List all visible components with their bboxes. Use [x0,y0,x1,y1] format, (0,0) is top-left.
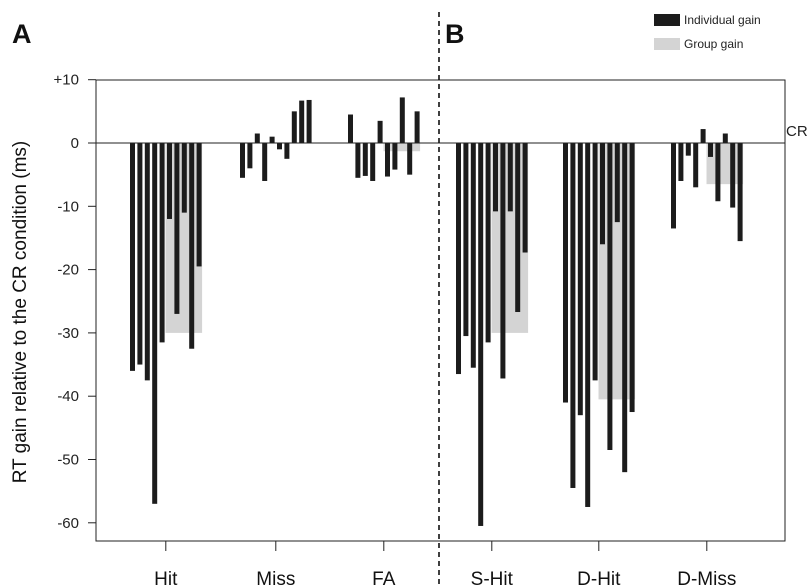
x-tick-label: S-Hit [471,569,514,587]
individual-bar [196,143,202,267]
individual-bar [478,143,484,526]
individual-bar [577,143,583,416]
individual-gain-layer [130,97,743,526]
individual-bar [291,111,297,143]
individual-bar [500,143,506,379]
individual-bar [507,143,513,212]
y-tick-label: -10 [57,198,79,215]
individual-bar [722,133,728,143]
individual-bar [355,143,361,178]
y-tick-label: -20 [57,262,79,279]
individual-bar [414,111,420,143]
individual-bar [522,143,528,253]
individual-bar [614,143,620,223]
individual-bar [708,143,713,157]
individual-bar [693,143,699,188]
individual-bar [277,143,282,150]
individual-bar [456,143,461,375]
plot-frame [95,79,786,542]
individual-bar [585,143,591,507]
individual-bar [306,99,312,143]
individual-bar [130,143,135,371]
reference-line-label: CR [786,123,808,140]
individual-bar [463,143,469,337]
individual-bar [240,143,245,178]
legend: Individual gain Group gain [654,13,761,51]
legend-swatch-individual [654,14,680,26]
y-axis-label: RT gain relative to the CR condition (ms… [10,141,31,484]
x-axis: Hit Miss FA S-Hit D-Hit D-Miss [154,541,736,587]
y-axis: +10 0 -10 -20 -30 -40 -50 -60 [54,72,96,532]
x-tick-label: FA [372,569,396,587]
group-bar-fa [383,143,421,152]
individual-bar [678,143,684,181]
x-tick-label: D-Hit [577,569,621,587]
individual-bar [671,143,676,229]
individual-bar [485,143,491,343]
individual-bar [262,143,268,181]
legend-swatch-group [654,38,680,50]
individual-bar [174,143,180,314]
x-tick-label: Miss [256,569,295,587]
individual-bar [144,143,150,381]
individual-bar [622,143,628,473]
individual-bar [254,133,260,143]
individual-bar [515,143,521,313]
individual-bar [563,143,568,403]
individual-bar [247,143,253,169]
individual-bar [370,143,376,181]
individual-bar [685,143,691,156]
individual-bar [362,143,368,176]
y-tick-label: 0 [71,135,79,152]
legend-label-group: Group gain [684,37,743,51]
individual-bar [167,143,172,219]
individual-bar [377,120,383,143]
individual-bar [137,143,143,365]
individual-bar [348,114,353,143]
individual-bar [399,97,405,143]
individual-bar [189,143,195,349]
individual-bar [385,143,390,177]
individual-bar [715,143,721,202]
y-tick-label: +10 [54,72,79,89]
individual-bar [407,143,413,175]
individual-bar [629,143,635,413]
individual-bar [730,143,736,208]
x-tick-label: Hit [154,569,178,587]
individual-bar [607,143,613,451]
individual-bar [700,129,706,143]
individual-bar [152,143,158,504]
individual-bar [600,143,605,245]
x-tick-label: D-Miss [677,569,736,587]
panel-label-a: A [12,19,32,49]
individual-bar [493,143,498,212]
individual-bar [159,143,165,343]
panel-label-b: B [445,19,465,49]
y-tick-label: -50 [57,452,79,469]
individual-bar [284,143,290,159]
individual-bar [392,143,398,170]
y-tick-label: -60 [57,515,79,532]
individual-bar [737,143,743,242]
individual-bar [269,136,275,143]
legend-label-individual: Individual gain [684,13,761,27]
individual-bar [470,143,476,368]
individual-bar [299,100,305,143]
y-tick-label: -30 [57,325,79,342]
individual-bar [570,143,576,488]
individual-bar [592,143,598,381]
individual-bar [181,143,187,213]
y-tick-label: -40 [57,388,79,405]
